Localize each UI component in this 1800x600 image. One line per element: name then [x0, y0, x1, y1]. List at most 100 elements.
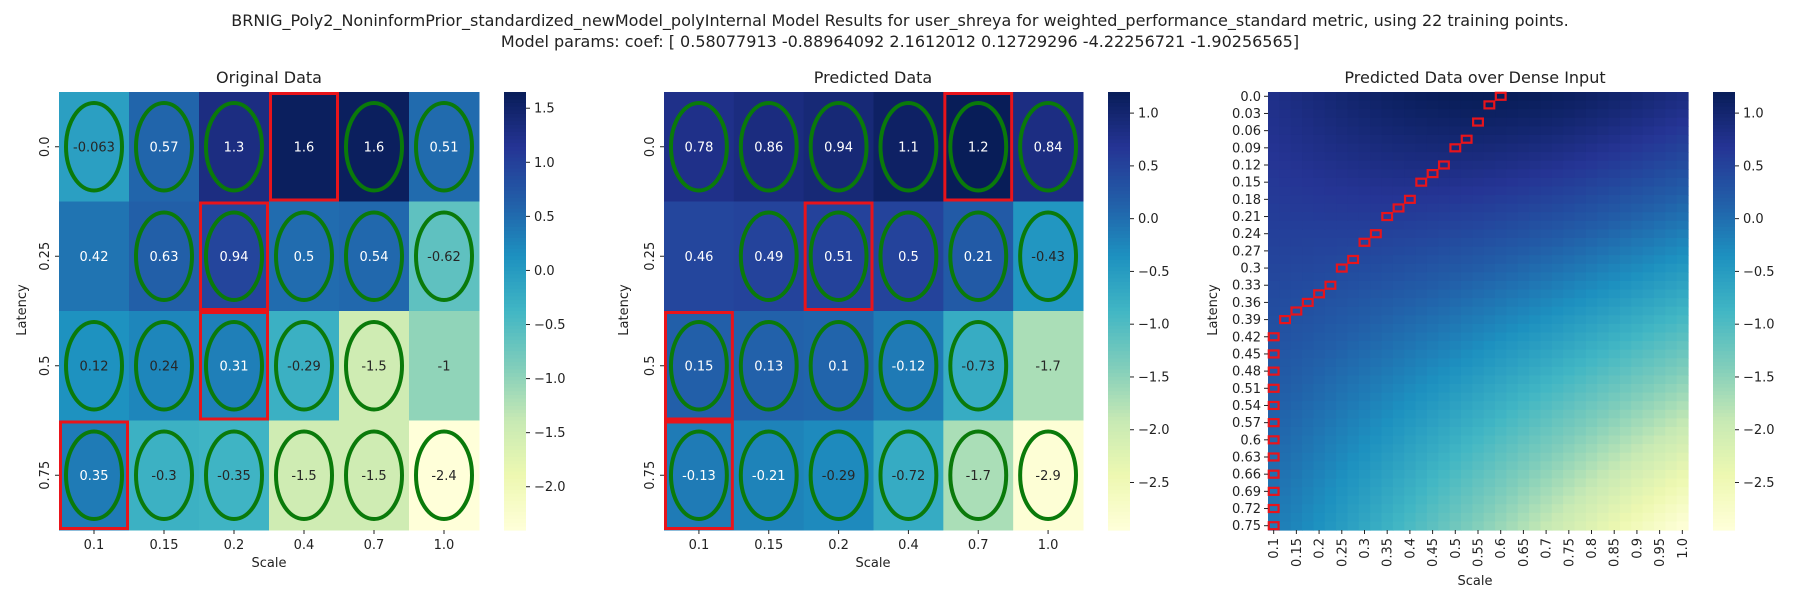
colorbar-segment — [1108, 154, 1130, 159]
dense-heatmap-cell — [1426, 143, 1439, 153]
dense-heatmap-cell — [1302, 177, 1315, 188]
dense-heatmap-cell — [1608, 238, 1621, 248]
x-tick-label: 0.4 — [294, 538, 315, 553]
dense-heatmap-cell — [1426, 169, 1439, 179]
dense-heatmap-cell — [1268, 229, 1280, 239]
dense-heatmap-cell — [1597, 117, 1610, 127]
dense-heatmap-cell — [1495, 444, 1507, 454]
dense-heatmap-cell — [1631, 495, 1644, 505]
heatmap-cell — [803, 311, 874, 421]
colorbar-segment — [1713, 314, 1735, 319]
dense-heatmap-cell — [1551, 521, 1564, 531]
dense-heatmap-cell — [1449, 169, 1462, 179]
dense-heatmap-cell — [1358, 272, 1371, 282]
dense-heatmap-cell — [1268, 255, 1280, 265]
dense-heatmap-cell — [1268, 392, 1280, 402]
dense-heatmap-cell — [1529, 444, 1542, 454]
colorbar-segment — [504, 358, 526, 363]
dense-heatmap-cell — [1676, 384, 1689, 394]
dense-heatmap-cell — [1404, 341, 1417, 351]
dense-heatmap-cell — [1574, 512, 1587, 523]
colorbar-segment — [1108, 143, 1130, 148]
dense-heatmap-cell — [1415, 512, 1428, 523]
dense-heatmap-cell — [1460, 366, 1473, 377]
dense-heatmap-cell — [1392, 401, 1405, 411]
dense-heatmap-cell — [1517, 418, 1530, 428]
dense-heatmap-cell — [1460, 229, 1473, 239]
colorbar-tick-label: 1.0 — [1138, 107, 1159, 122]
dense-heatmap-cell — [1506, 478, 1519, 488]
dense-heatmap-cell — [1313, 117, 1326, 127]
colorbar-segment — [504, 522, 526, 527]
dense-heatmap-cell — [1472, 521, 1485, 531]
colorbar-segment — [1108, 135, 1130, 141]
dense-heatmap-cell — [1449, 452, 1462, 462]
dense-heatmap-cell — [1472, 358, 1485, 368]
dense-heatmap-cell — [1506, 263, 1519, 273]
dense-heatmap-cell — [1358, 263, 1371, 273]
dense-heatmap-cell — [1370, 375, 1383, 385]
dense-heatmap-cell — [1642, 392, 1655, 402]
dense-heatmap-cell — [1551, 487, 1564, 497]
colorbar-segment — [504, 248, 526, 254]
dense-heatmap-cell — [1597, 143, 1610, 153]
dense-heatmap-cell — [1597, 384, 1610, 394]
dense-heatmap-cell — [1608, 461, 1621, 471]
dense-heatmap-cell — [1381, 229, 1394, 239]
dense-heatmap-cell — [1358, 100, 1371, 110]
dense-heatmap-cell — [1619, 452, 1632, 462]
dense-heatmap-cell — [1540, 177, 1553, 188]
dense-heatmap-cell — [1438, 444, 1451, 454]
dense-heatmap-cell — [1336, 203, 1349, 213]
dense-heatmap-cell — [1392, 126, 1405, 136]
dense-heatmap-cell — [1268, 461, 1280, 471]
cell-value-label: -0.3 — [151, 469, 176, 484]
highlight-path-cell — [1267, 366, 1280, 376]
colorbar-segment — [504, 424, 526, 429]
dense-heatmap-cell — [1517, 332, 1530, 342]
dense-heatmap-cell — [1483, 92, 1496, 102]
highlight-path-cell — [1381, 211, 1394, 222]
dense-heatmap-cell — [1370, 117, 1383, 127]
dense-heatmap-cell — [1540, 272, 1553, 282]
dense-heatmap-cell — [1506, 126, 1519, 136]
dense-heatmap-cell — [1506, 117, 1519, 127]
colorbar-segment — [1108, 358, 1130, 363]
colorbar-segment — [504, 175, 526, 181]
dense-heatmap-cell — [1472, 487, 1485, 497]
dense-heatmap-cell — [1290, 169, 1303, 179]
dense-heatmap-cell — [1631, 341, 1644, 351]
dense-heatmap-cell — [1415, 426, 1428, 437]
dense-heatmap-cell — [1619, 469, 1632, 480]
dense-heatmap-cell — [1551, 152, 1564, 162]
dense-heatmap-cell — [1426, 349, 1439, 359]
colorbar-segment — [504, 92, 526, 97]
dense-heatmap-cell — [1653, 461, 1666, 471]
x-tick-label: 0.5 — [1449, 538, 1464, 559]
dense-heatmap-cell — [1324, 238, 1337, 248]
dense-heatmap-cell — [1336, 238, 1349, 248]
dense-heatmap-cell — [1336, 272, 1349, 282]
dense-heatmap-cell — [1404, 289, 1417, 299]
dense-heatmap-cell — [1290, 418, 1303, 428]
dense-heatmap-cell — [1302, 255, 1315, 265]
dense-heatmap-cell — [1370, 212, 1383, 222]
dense-heatmap-cell — [1449, 229, 1462, 239]
dense-heatmap-cell — [1653, 366, 1666, 377]
dense-heatmap-cell — [1449, 392, 1462, 402]
dense-heatmap-cell — [1279, 495, 1292, 505]
colorbar-segment — [1108, 212, 1130, 217]
dense-heatmap-cell — [1370, 332, 1383, 342]
dense-heatmap-cell — [1358, 169, 1371, 179]
dense-heatmap-cell — [1653, 478, 1666, 488]
dense-heatmap-cell — [1449, 444, 1462, 454]
dense-heatmap-cell — [1495, 358, 1507, 368]
dense-heatmap-cell — [1449, 487, 1462, 497]
colorbar-tick-label: −1.5 — [534, 426, 566, 441]
dense-heatmap-cell — [1676, 435, 1689, 445]
dense-heatmap-cell — [1460, 117, 1473, 127]
dense-heatmap-cell — [1472, 203, 1485, 213]
dense-heatmap-cell — [1631, 152, 1644, 162]
dense-heatmap-cell — [1585, 220, 1598, 231]
dense-heatmap-cell — [1585, 272, 1598, 282]
